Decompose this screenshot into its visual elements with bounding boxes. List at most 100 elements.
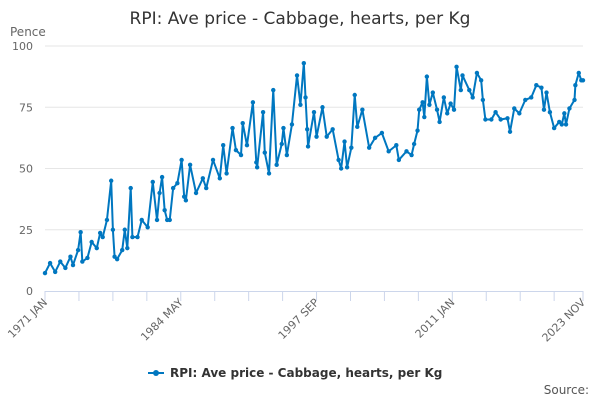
data-point bbox=[559, 122, 564, 127]
data-point bbox=[183, 198, 189, 203]
x-tick-label: 2023 NOV bbox=[540, 296, 589, 345]
data-point bbox=[97, 230, 103, 236]
data-point bbox=[314, 134, 319, 139]
data-point bbox=[437, 119, 442, 125]
data-point bbox=[493, 109, 498, 115]
data-point bbox=[460, 73, 465, 78]
data-point bbox=[63, 265, 68, 271]
data-point bbox=[120, 247, 125, 253]
data-point bbox=[467, 87, 472, 93]
data-point bbox=[415, 128, 420, 133]
data-point bbox=[580, 78, 586, 83]
data-point bbox=[271, 87, 276, 93]
data-point bbox=[154, 217, 160, 223]
data-point bbox=[427, 102, 432, 108]
data-point bbox=[200, 176, 206, 181]
data-point bbox=[352, 92, 357, 98]
data-point bbox=[104, 217, 110, 223]
data-point bbox=[68, 254, 73, 259]
data-point bbox=[305, 144, 311, 149]
data-point bbox=[386, 149, 391, 154]
data-point bbox=[266, 171, 272, 176]
data-point bbox=[489, 117, 494, 122]
data-point bbox=[409, 152, 414, 158]
data-point bbox=[396, 157, 402, 163]
data-point bbox=[420, 100, 425, 105]
data-point bbox=[541, 107, 547, 112]
data-point bbox=[217, 176, 223, 181]
legend[interactable]: RPI: Ave price - Cabbage, hearts, per Kg bbox=[148, 366, 442, 380]
data-point bbox=[94, 245, 99, 251]
data-point bbox=[80, 259, 85, 264]
data-point bbox=[483, 117, 488, 122]
y-tick-label: 25 bbox=[19, 224, 33, 237]
x-tick-label: 1984 MAY bbox=[138, 296, 186, 344]
data-point bbox=[349, 145, 354, 150]
data-point bbox=[42, 270, 48, 276]
data-point bbox=[355, 124, 360, 130]
data-point bbox=[135, 234, 140, 240]
data-point bbox=[572, 97, 577, 103]
data-point bbox=[445, 111, 450, 116]
data-point bbox=[529, 95, 534, 100]
data-point bbox=[162, 207, 167, 213]
data-point bbox=[303, 95, 308, 100]
data-point bbox=[210, 157, 216, 163]
data-point bbox=[448, 101, 453, 106]
data-point bbox=[547, 109, 553, 115]
data-point bbox=[344, 165, 350, 170]
data-point bbox=[336, 157, 341, 163]
data-point bbox=[47, 260, 53, 266]
x-tick-label: 1971 JAN bbox=[5, 296, 50, 341]
data-point bbox=[338, 166, 344, 171]
data-point bbox=[498, 117, 503, 122]
data-point bbox=[458, 87, 464, 93]
data-point bbox=[534, 83, 539, 88]
data-point bbox=[70, 262, 76, 268]
data-point bbox=[294, 73, 300, 78]
data-point bbox=[576, 70, 581, 76]
data-point bbox=[474, 70, 480, 76]
data-point bbox=[128, 185, 133, 191]
data-point bbox=[230, 125, 235, 131]
data-point bbox=[181, 194, 187, 199]
data-point bbox=[305, 127, 310, 132]
data-point bbox=[108, 178, 114, 183]
data-point bbox=[573, 83, 578, 88]
y-tick-label: 75 bbox=[19, 101, 33, 114]
data-point bbox=[451, 107, 457, 112]
x-tick-label: 2011 JAN bbox=[413, 296, 458, 341]
data-point bbox=[52, 269, 58, 275]
data-point bbox=[159, 174, 165, 180]
data-point bbox=[298, 102, 303, 108]
data-point bbox=[512, 106, 517, 111]
data-point bbox=[411, 141, 417, 147]
data-point bbox=[170, 185, 176, 191]
data-point bbox=[58, 259, 63, 264]
data-point bbox=[167, 217, 172, 223]
legend-marker bbox=[153, 370, 159, 376]
data-point bbox=[204, 185, 209, 191]
data-point bbox=[281, 125, 286, 131]
data-point bbox=[78, 230, 83, 235]
data-point bbox=[193, 190, 199, 196]
data-point bbox=[523, 97, 528, 103]
data-point bbox=[372, 135, 378, 141]
data-point bbox=[240, 120, 245, 126]
data-point bbox=[394, 143, 399, 148]
data-point bbox=[114, 256, 120, 262]
y-tick-label: 50 bbox=[19, 163, 33, 176]
data-point bbox=[562, 111, 567, 116]
data-point bbox=[434, 107, 440, 112]
data-point bbox=[342, 139, 347, 144]
data-point bbox=[551, 125, 557, 131]
data-point bbox=[125, 245, 130, 251]
data-point bbox=[324, 134, 329, 139]
data-point bbox=[478, 78, 484, 83]
data-point bbox=[417, 107, 422, 112]
x-tick-label: 1997 SEP bbox=[276, 296, 322, 342]
data-point bbox=[233, 147, 239, 153]
data-point bbox=[430, 90, 436, 95]
data-point bbox=[507, 129, 513, 134]
